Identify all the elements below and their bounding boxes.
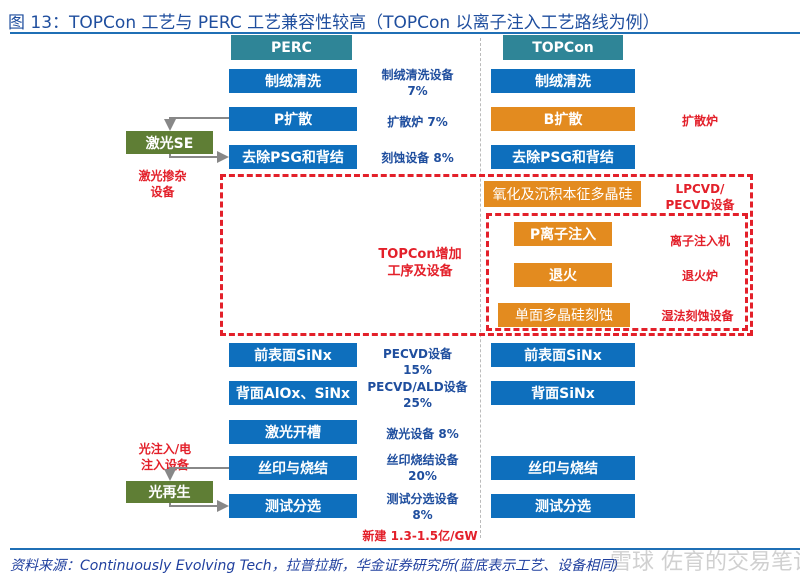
watermark: 雪球 佐育的交易笔记 [610, 550, 800, 575]
equipment-name: 制绒清洗设备 [381, 68, 454, 82]
equipment-name: PECVD设备 [382, 347, 453, 361]
laser-se-box: 激光SE [126, 131, 213, 154]
equipment-share: 7% [407, 84, 428, 98]
perc-step: 去除PSG和背结 [229, 145, 357, 169]
topcon-equipment-label: 退火炉 [681, 269, 718, 283]
equipment-label: 激光设备 8% [386, 427, 459, 441]
title-divider [10, 32, 800, 34]
topcon-step: 单面多晶硅刻蚀 [498, 303, 630, 327]
equipment-label: 丝印烧结设备 20% [365, 452, 480, 484]
topcon-step: 退火 [514, 263, 612, 287]
regeneration-box: 光再生 [126, 481, 213, 503]
topcon-step: 丝印与烧结 [491, 456, 635, 480]
source-divider [10, 548, 800, 550]
topcon-step: 测试分选 [491, 494, 635, 518]
topcon-step: 氧化及沉积本征多晶硅 [484, 181, 641, 207]
perc-step: 测试分选 [229, 494, 357, 518]
label-line: TOPCon增加 [378, 247, 462, 262]
arrow-to-regeneration [164, 467, 229, 481]
topcon-step: 制绒清洗 [491, 69, 635, 93]
equipment-label: 刻蚀设备 8% [381, 151, 454, 165]
perc-step: 前表面SiNx [229, 343, 357, 367]
added-steps-label: TOPCon增加 工序及设备 [365, 246, 475, 280]
topcon-equipment-label: 离子注入机 [669, 234, 730, 248]
arrow-from-regeneration [169, 500, 229, 512]
topcon-equipment-label: LPCVD/PECVD设备 [655, 181, 745, 213]
equipment-label: 扩散炉 7% [387, 115, 448, 129]
equipment-name: 测试分选设备 [386, 492, 459, 506]
equipment-share: 8% [412, 508, 433, 522]
source-note: 资料来源：Continuously Evolving Tech，拉普拉斯，华金证… [10, 558, 619, 574]
topcon-step: 去除PSG和背结 [491, 145, 635, 169]
label-line: 光注入/电 [138, 442, 192, 456]
perc-step: P扩散 [229, 107, 357, 131]
figure-title: 图 13：TOPCon 工艺与 PERC 工艺兼容性较高（TOPCon 以离子注… [8, 13, 660, 33]
topcon-equipment-label: 湿法刻蚀设备 [661, 309, 734, 323]
perc-step: 制绒清洗 [229, 69, 357, 93]
equipment-label: PECVD设备 15% [360, 346, 475, 378]
arrow-from-laser-se [169, 151, 229, 163]
column-divider [480, 38, 481, 538]
topcon-added-group [220, 174, 753, 336]
equipment-line: LPCVD/ [675, 182, 725, 196]
laser-se-equipment: 激光掺杂 设备 [125, 168, 200, 200]
equipment-line: PECVD设备 [665, 198, 735, 212]
ion-implant-group [486, 213, 748, 331]
label-line: 工序及设备 [387, 264, 453, 279]
label-line: 设备 [150, 185, 175, 199]
equipment-share: 15% [403, 363, 432, 377]
topcon-header: TOPCon [503, 35, 623, 60]
topcon-step: 背面SiNx [491, 381, 635, 405]
topcon-step: 前表面SiNx [491, 343, 635, 367]
total-investment: 新建 1.3-1.5亿/GW [362, 529, 478, 543]
equipment-label: 测试分选设备 8% [365, 491, 480, 523]
equipment-label: PECVD/ALD设备 25% [360, 379, 475, 411]
equipment-name: 丝印烧结设备 [386, 453, 459, 467]
topcon-step: P离子注入 [514, 222, 612, 246]
perc-step: 激光开槽 [229, 420, 357, 444]
topcon-equipment-label: 扩散炉 [681, 114, 718, 128]
label-line: 激光掺杂 [138, 169, 187, 183]
equipment-name: PECVD/ALD设备 [367, 380, 468, 394]
perc-header: PERC [231, 35, 352, 60]
perc-step: 背面AlOx、SiNx [229, 381, 357, 405]
arrow-to-laser-se [164, 117, 229, 131]
equipment-label: 制绒清洗设备 7% [365, 67, 470, 99]
perc-step: 丝印与烧结 [229, 456, 357, 480]
topcon-step: B扩散 [491, 107, 635, 131]
equipment-share: 20% [408, 469, 437, 483]
equipment-share: 25% [403, 396, 432, 410]
